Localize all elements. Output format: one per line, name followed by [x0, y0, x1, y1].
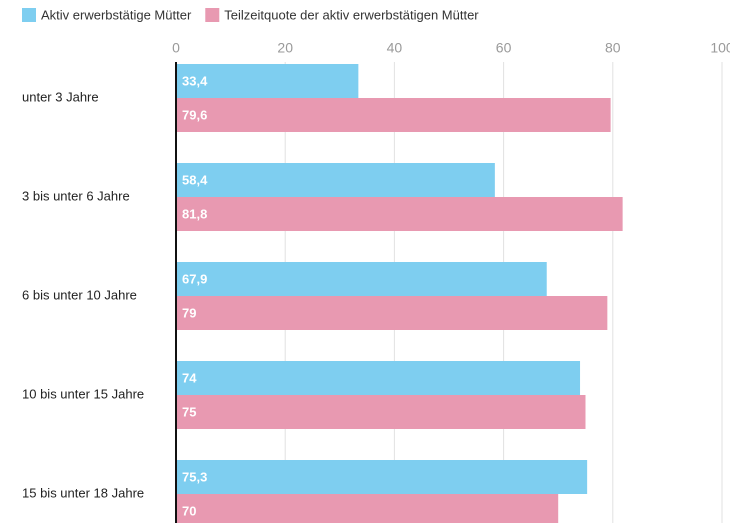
legend-swatch	[205, 8, 220, 22]
bar	[176, 197, 623, 231]
category-label: 10 bis unter 15 Jahre	[22, 386, 144, 401]
value-label: 79	[182, 305, 196, 320]
value-label: 79,6	[182, 107, 207, 122]
category-label: 3 bis unter 6 Jahre	[22, 188, 130, 203]
category-label: 15 bis unter 18 Jahre	[22, 485, 144, 500]
value-label: 33,4	[182, 73, 208, 88]
bar	[176, 262, 547, 296]
x-tick-label: 100	[710, 40, 730, 56]
category-label: 6 bis unter 10 Jahre	[22, 287, 137, 302]
bar	[176, 361, 581, 395]
legend-label: Aktiv erwerbstätige Mütter	[41, 7, 192, 22]
value-label: 58,4	[182, 172, 208, 187]
category-label: unter 3 Jahre	[22, 89, 99, 104]
value-label: 75	[182, 404, 196, 419]
bar	[176, 163, 495, 197]
value-label: 81,8	[182, 206, 207, 221]
bar	[176, 98, 611, 132]
value-label: 74	[182, 370, 197, 385]
x-tick-label: 0	[172, 40, 180, 56]
x-tick-label: 40	[387, 40, 403, 56]
bar	[176, 494, 559, 523]
bar	[176, 296, 608, 330]
value-label: 75,3	[182, 469, 207, 484]
value-label: 67,9	[182, 271, 207, 286]
bar	[176, 460, 588, 494]
x-tick-label: 80	[605, 40, 621, 56]
value-label: 70	[182, 503, 196, 518]
bar	[176, 64, 359, 98]
x-tick-label: 20	[277, 40, 293, 56]
legend-swatch	[22, 8, 36, 22]
bar	[176, 395, 586, 429]
x-tick-label: 60	[496, 40, 512, 56]
legend-label: Teilzeitquote der aktiv erwerbstätigen M…	[224, 7, 479, 22]
